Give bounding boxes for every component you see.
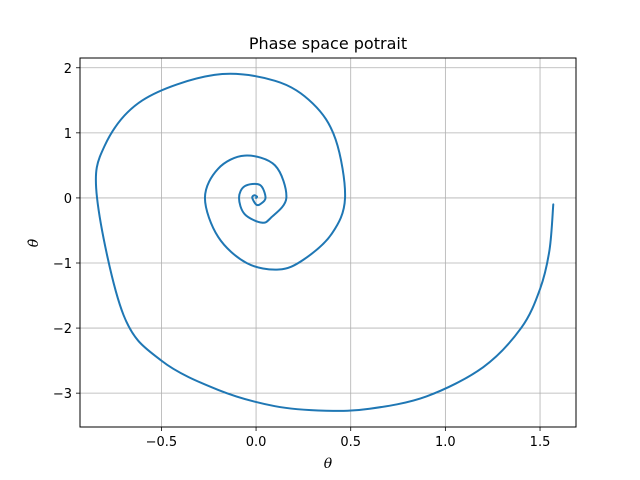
y-tick-label: 2 — [64, 62, 72, 77]
x-axis-label: θ — [324, 456, 333, 472]
y-axis-label: θ̇ — [26, 238, 42, 247]
x-tick-label: 1.0 — [435, 435, 456, 450]
y-tick-label: −1 — [53, 257, 72, 272]
x-tick-label: 0.0 — [246, 435, 267, 450]
x-axis-ticks: −0.5 0.0 0.5 1.0 1.5 — [146, 427, 551, 450]
chart-title: Phase space potrait — [249, 34, 407, 53]
y-tick-label: 1 — [64, 127, 72, 142]
y-tick-label: −3 — [53, 387, 72, 402]
grid-lines — [80, 58, 576, 427]
y-axis-ticks: −3 −2 −1 0 1 2 — [53, 62, 80, 402]
x-tick-label: −0.5 — [146, 435, 178, 450]
y-tick-label: −2 — [53, 322, 72, 337]
phase-trajectory-line — [94, 72, 555, 412]
x-tick-label: 0.5 — [340, 435, 361, 450]
plot-frame — [79, 57, 577, 428]
x-tick-label: 1.5 — [530, 435, 551, 450]
y-tick-label: 0 — [64, 192, 72, 207]
